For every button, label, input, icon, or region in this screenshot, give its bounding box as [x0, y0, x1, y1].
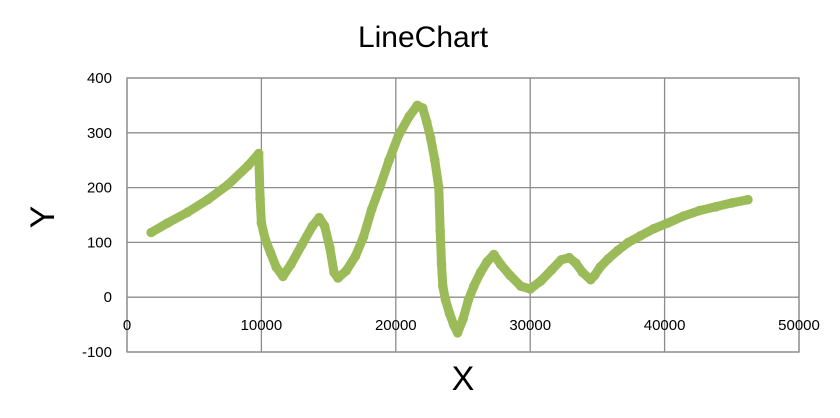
data-point [358, 232, 369, 242]
data-point [146, 227, 156, 238]
data-point [694, 205, 705, 216]
data-point [182, 207, 193, 218]
data-point [278, 271, 288, 282]
data-point [307, 221, 318, 231]
data-point [727, 198, 737, 208]
data-point [463, 295, 474, 305]
data-point [448, 319, 459, 330]
data-point [393, 130, 404, 141]
data-point [440, 295, 451, 305]
data-point [536, 276, 546, 286]
data-point [556, 255, 566, 265]
x-axis-label: X [452, 360, 475, 398]
plot-area [126, 77, 800, 353]
data-point [434, 182, 444, 193]
data-point [662, 218, 673, 228]
x-tick-label: 20000 [375, 317, 417, 334]
y-tick-label: -100 [82, 344, 112, 361]
y-tick-label: 400 [87, 70, 112, 87]
data-point [350, 251, 361, 261]
data-point [489, 249, 499, 260]
data-point [319, 221, 330, 231]
data-point [430, 155, 440, 165]
data-point [436, 259, 447, 270]
data-point [341, 266, 351, 276]
data-point [623, 237, 634, 248]
data-point [266, 248, 276, 259]
data-point [452, 328, 463, 338]
data-series [146, 100, 753, 338]
data-point [333, 273, 343, 283]
data-point [444, 308, 455, 319]
data-point [366, 204, 377, 215]
data-point [743, 194, 753, 205]
data-point [505, 270, 515, 281]
y-tick-labels: -100 0 100 200 300 400 [82, 70, 112, 361]
data-point [384, 155, 394, 165]
data-point [564, 252, 574, 263]
data-point [421, 117, 432, 127]
y-tick-label: 300 [87, 125, 112, 142]
data-point [374, 182, 385, 193]
data-point [438, 281, 448, 292]
data-point [435, 226, 446, 237]
data-point [546, 265, 557, 275]
data-point [612, 245, 623, 256]
y-tick-label: 200 [87, 180, 112, 197]
data-point [223, 180, 233, 190]
data-point [286, 259, 296, 270]
data-point [417, 103, 428, 113]
data-point [255, 193, 265, 204]
data-point [577, 267, 588, 278]
x-tick-label: 0 [123, 317, 131, 334]
data-point [271, 262, 282, 272]
y-axis-label: Y [24, 206, 62, 229]
data-point [710, 202, 721, 212]
data-point [314, 212, 325, 223]
x-tick-labels: 0 10000 20000 30000 40000 50000 [123, 317, 820, 334]
data-point [458, 314, 468, 324]
data-point [678, 211, 689, 221]
data-point [469, 281, 479, 292]
data-point [425, 133, 436, 144]
data-point [482, 256, 493, 267]
data-point [325, 243, 335, 253]
y-tick-label: 100 [87, 234, 112, 251]
chart-title: LineChart [358, 21, 489, 54]
data-point [243, 160, 253, 171]
x-tick-label: 10000 [241, 317, 283, 334]
data-point [649, 223, 659, 234]
x-tick-label: 40000 [644, 317, 686, 334]
data-point [256, 218, 267, 228]
data-point [595, 262, 605, 272]
data-point [635, 231, 646, 241]
data-point [589, 270, 600, 281]
data-point [253, 148, 264, 159]
y-tick-label: 0 [104, 289, 112, 306]
x-tick-label: 50000 [778, 317, 820, 334]
data-point [516, 281, 526, 292]
data-point [475, 267, 486, 278]
data-point [162, 218, 173, 228]
x-tick-label: 30000 [509, 317, 551, 334]
data-point [525, 284, 535, 294]
data-point [603, 253, 613, 264]
data-point [571, 258, 581, 269]
data-point [296, 240, 307, 250]
data-point [404, 111, 415, 122]
data-point [202, 194, 213, 205]
data-point [495, 259, 506, 270]
data-point [260, 234, 271, 245]
